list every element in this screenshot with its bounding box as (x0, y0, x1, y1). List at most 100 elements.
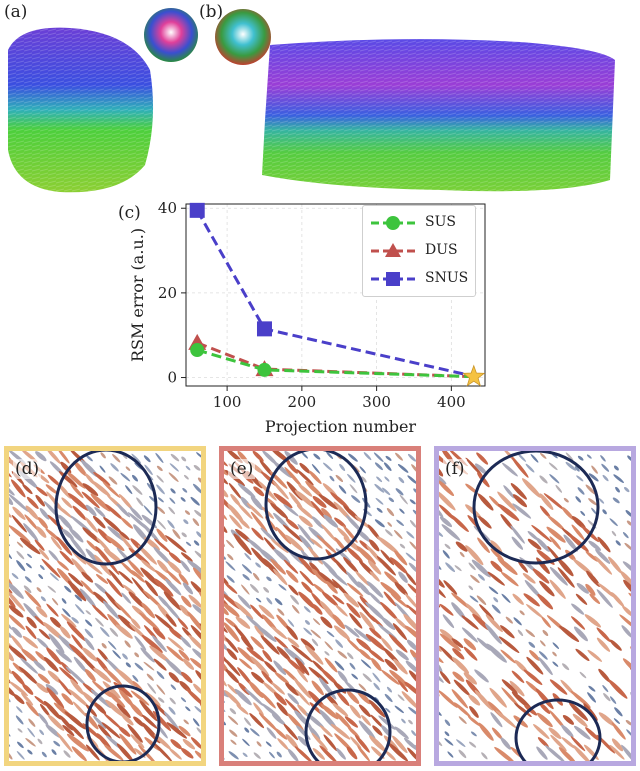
tensor-glyph (478, 722, 494, 741)
rendering-a (8, 27, 154, 193)
tensor-glyph (265, 741, 272, 747)
tensor-glyph (318, 494, 339, 510)
tensor-glyph (629, 646, 631, 662)
tensor-glyph (84, 637, 95, 651)
tensor-glyph (39, 703, 50, 717)
tensor-glyph (18, 666, 39, 685)
data-point-snus (189, 202, 205, 218)
tensor-glyph (196, 452, 201, 459)
tensor-glyph (185, 706, 191, 712)
tensor-glyph (489, 495, 501, 508)
tensor-glyph (511, 456, 529, 478)
tensor-glyph (549, 679, 568, 695)
tensor-glyph (51, 749, 57, 755)
tensor-glyph (68, 688, 90, 708)
tensor-glyph (143, 505, 153, 516)
tensor-glyph (497, 503, 520, 521)
tensor-glyph (610, 592, 625, 607)
tensor-glyph (266, 727, 277, 739)
tensor-glyph (273, 692, 287, 706)
tensor-glyph (9, 590, 16, 608)
tensor-glyph (537, 737, 549, 748)
tensor-glyph (93, 667, 112, 683)
tensor-glyph (50, 616, 62, 629)
x-axis-label: Projection number (265, 417, 417, 436)
tensor-glyph (439, 562, 442, 570)
tensor-glyph (61, 497, 73, 509)
tensor-glyph (313, 583, 325, 594)
tensor-glyph (224, 603, 240, 618)
tensor-glyph (273, 568, 288, 586)
tensor-glyph (512, 494, 528, 508)
tensor-glyph (130, 734, 145, 749)
tensor-glyph (118, 726, 131, 737)
tensor-glyph (439, 633, 462, 652)
tensor-glyph (596, 589, 613, 608)
tensor-glyph (21, 648, 39, 664)
tensor-glyph (370, 658, 382, 671)
panel-e: (e) (219, 446, 421, 766)
tensor-glyph (365, 602, 386, 621)
tensor-glyph (192, 718, 200, 727)
tensor-glyph (622, 605, 631, 617)
reference-star-marker (462, 364, 486, 387)
tensor-glyph (152, 635, 167, 653)
tensor-glyph (196, 531, 201, 538)
tensor-glyph (406, 604, 416, 620)
tensor-glyph (559, 625, 580, 642)
tensor-glyph (79, 588, 97, 608)
tensor-glyph (366, 581, 384, 598)
tensor-glyph (303, 627, 313, 636)
highlight-circle (472, 451, 600, 565)
tensor-glyph (36, 526, 47, 538)
tensor-glyph (41, 558, 61, 578)
tensor-glyph (13, 693, 25, 705)
tensor-glyph (132, 681, 144, 692)
tensor-glyph (444, 719, 451, 726)
tensor-glyph (476, 452, 489, 465)
tensor-glyph (511, 536, 524, 550)
tensor-glyph (133, 716, 145, 727)
tensor-glyph (25, 562, 32, 569)
tensor-glyph (311, 516, 324, 529)
tensor-glyph (45, 684, 59, 695)
tensor-glyph (308, 666, 329, 685)
tensor-glyph (521, 478, 542, 498)
tensor-glyph (469, 705, 479, 718)
tensor-glyph (9, 550, 13, 560)
highlight-circle (304, 688, 392, 761)
tensor-glyph (295, 689, 310, 706)
tensor-glyph (387, 522, 393, 527)
tensor-glyph (468, 741, 477, 748)
tensor-glyph (348, 453, 358, 462)
tensor-glyph (188, 634, 201, 652)
tensor-glyph (224, 719, 227, 726)
tensor-glyph (357, 529, 371, 542)
tensor-glyph (562, 663, 570, 671)
tensor-glyph (408, 706, 416, 716)
tensor-glyph (489, 687, 507, 708)
tensor-glyph (34, 539, 45, 551)
tensor-glyph (313, 453, 321, 460)
tensor-glyph (252, 451, 264, 462)
tensor-glyph (588, 685, 596, 692)
tensor-glyph (224, 583, 229, 598)
tensor-glyph (224, 658, 241, 677)
tensor-glyph (310, 500, 327, 520)
tensor-glyph (575, 593, 588, 605)
tensor-glyph (138, 744, 158, 761)
tensor-glyph (22, 484, 33, 495)
tensor-glyph (185, 541, 192, 547)
tensor-glyph (630, 668, 631, 684)
tensor-glyph (565, 452, 574, 461)
tensor-glyph (119, 733, 137, 755)
tensor-glyph (81, 491, 100, 509)
tensor-glyph (15, 715, 24, 725)
tensor-glyph (335, 639, 344, 648)
tensor-glyph (596, 637, 611, 652)
tensor-glyph (367, 560, 382, 575)
tensor-glyph (64, 585, 72, 593)
tensor-glyph (177, 618, 189, 630)
tensor-glyph (394, 705, 404, 714)
tensor-glyph (601, 463, 610, 472)
